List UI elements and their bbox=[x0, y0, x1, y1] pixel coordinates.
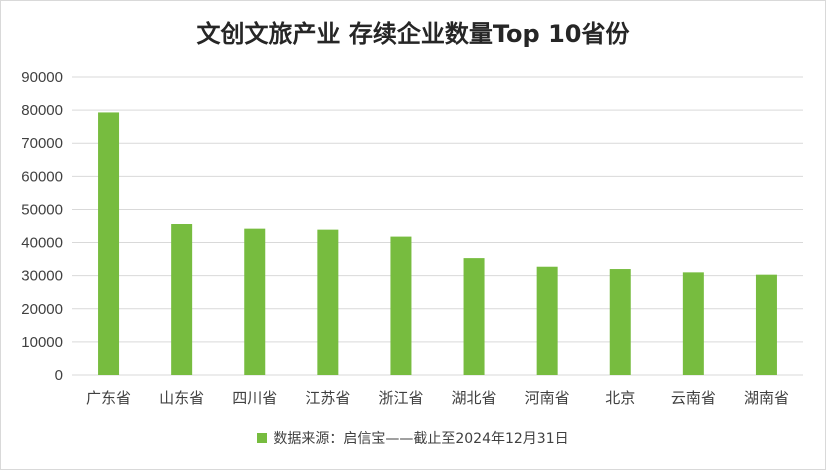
bar bbox=[244, 228, 266, 375]
y-tick-label: 70000 bbox=[21, 135, 63, 152]
x-category-label: 山东省 bbox=[159, 389, 204, 407]
y-tick-label: 0 bbox=[55, 367, 63, 384]
legend-label: 数据来源：启信宝——截止至2024年12月31日 bbox=[273, 431, 569, 447]
legend: 数据来源：启信宝——截止至2024年12月31日 bbox=[0, 428, 826, 448]
chart-title: 文创文旅产业 存续企业数量Top 10省份 bbox=[196, 20, 630, 48]
y-tick-label: 40000 bbox=[21, 235, 63, 252]
bar bbox=[98, 112, 120, 375]
x-category-label: 河南省 bbox=[525, 389, 570, 407]
y-tick-label: 60000 bbox=[21, 168, 63, 185]
legend-swatch bbox=[257, 433, 268, 443]
y-tick-label: 50000 bbox=[21, 201, 63, 218]
x-category-label: 江苏省 bbox=[305, 389, 350, 407]
bar bbox=[317, 229, 339, 375]
bar bbox=[463, 258, 485, 375]
bar bbox=[755, 274, 777, 375]
bar bbox=[390, 236, 412, 375]
x-category-label: 湖北省 bbox=[452, 389, 497, 407]
bar bbox=[536, 266, 558, 375]
bar bbox=[171, 224, 193, 375]
x-category-label: 四川省 bbox=[232, 389, 277, 407]
x-category-label: 云南省 bbox=[671, 389, 716, 407]
y-tick-label: 20000 bbox=[21, 301, 63, 318]
y-tick-label: 10000 bbox=[21, 334, 63, 351]
x-category-label: 广东省 bbox=[86, 389, 131, 407]
x-category-label: 北京 bbox=[605, 389, 635, 407]
y-tick-label: 80000 bbox=[21, 102, 63, 119]
bar bbox=[609, 269, 631, 375]
y-tick-label: 30000 bbox=[21, 268, 63, 285]
x-category-label: 浙江省 bbox=[378, 389, 423, 407]
y-tick-label: 90000 bbox=[21, 69, 63, 86]
bar bbox=[682, 272, 704, 375]
x-category-label: 湖南省 bbox=[744, 389, 789, 407]
